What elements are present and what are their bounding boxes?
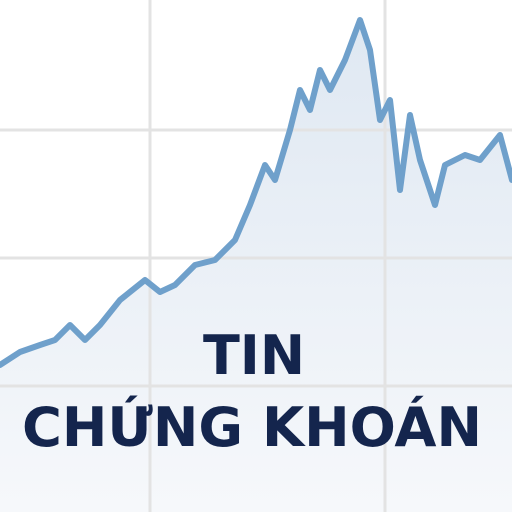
price-line [0,17,512,368]
title-line: CHỨNG KHOÁN [22,396,482,459]
title-line: TIN [203,324,305,387]
